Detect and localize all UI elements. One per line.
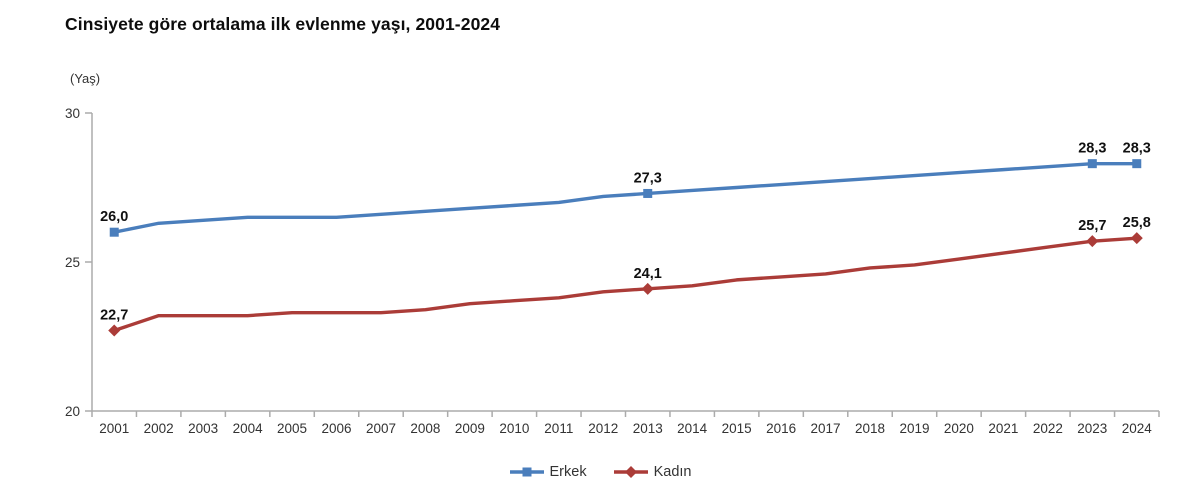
x-axis-tick-label: 2020 [944,421,974,436]
y-axis-tick-label: 25 [65,255,80,270]
x-axis-tick-label: 2016 [766,421,796,436]
marker-square-2023 [1087,159,1097,169]
marker-diamond-2001 [108,324,121,337]
x-axis-tick-label: 2022 [1033,421,1063,436]
x-axis-tick-label: 2014 [677,421,708,436]
x-axis-tick-label: 2023 [1077,421,1107,436]
x-axis-tick-label: 2012 [588,421,618,436]
y-axis-tick-label: 30 [65,106,80,121]
data-label-erkek-2013: 27,3 [634,170,662,186]
series-line-kadın [112,236,1139,333]
data-label-kadın-2013: 24,1 [634,266,662,282]
y-axis-tick-label: 20 [65,404,80,419]
x-axis-tick-label: 2006 [321,421,351,436]
x-axis-tick-label: 2002 [144,421,174,436]
x-axis-tick-label: 2024 [1122,421,1153,436]
x-axis-tick-label: 2018 [855,421,885,436]
x-axis-tick-label: 2004 [233,421,264,436]
legend-label: Erkek [549,464,587,480]
legend-item-erkek[interactable]: Erkek [509,464,587,480]
data-label-erkek-2024: 28,3 [1123,141,1151,157]
marker-diamond-2023 [1086,235,1099,248]
marker-square-2013 [643,188,653,198]
marker-diamond-2013 [641,282,654,295]
x-axis-tick-label: 2001 [99,421,129,436]
x-axis-tick-label: 2010 [499,421,529,436]
legend-label: Kadın [653,464,692,480]
legend: Erkek Kadın [0,464,1200,480]
x-axis-tick-label: 2013 [633,421,663,436]
data-label-kadın-2001: 22,7 [100,308,128,324]
data-label-kadın-2023: 25,7 [1078,218,1106,234]
data-label-erkek-2023: 28,3 [1078,141,1106,157]
series-line-erkek [112,161,1139,234]
x-axis-tick-label: 2017 [811,421,841,436]
x-axis-tick-label: 2009 [455,421,485,436]
marker-diamond-2024 [1130,232,1143,245]
data-label-kadın-2024: 25,8 [1123,215,1151,231]
marker-square-2001 [109,227,119,237]
x-axis-tick-label: 2005 [277,421,307,436]
x-axis-tick-label: 2021 [988,421,1018,436]
legend-square-swatch [509,467,544,477]
data-label-erkek-2001: 26,0 [100,209,128,225]
marker-square-2024 [1132,159,1142,169]
legend-diamond-swatch [613,466,648,478]
x-axis-tick-label: 2015 [722,421,752,436]
y-axis-unit-label: (Yaş) [70,71,101,86]
x-axis-tick-label: 2007 [366,421,396,436]
chart-title: Cinsiyete göre ortalama ilk evlenme yaşı… [65,14,501,34]
legend-item-kadın[interactable]: Kadın [613,464,692,480]
x-axis-tick-label: 2003 [188,421,218,436]
x-axis-tick-label: 2011 [544,421,573,436]
x-axis-tick-label: 2019 [899,421,929,436]
x-axis-tick-label: 2008 [410,421,440,436]
